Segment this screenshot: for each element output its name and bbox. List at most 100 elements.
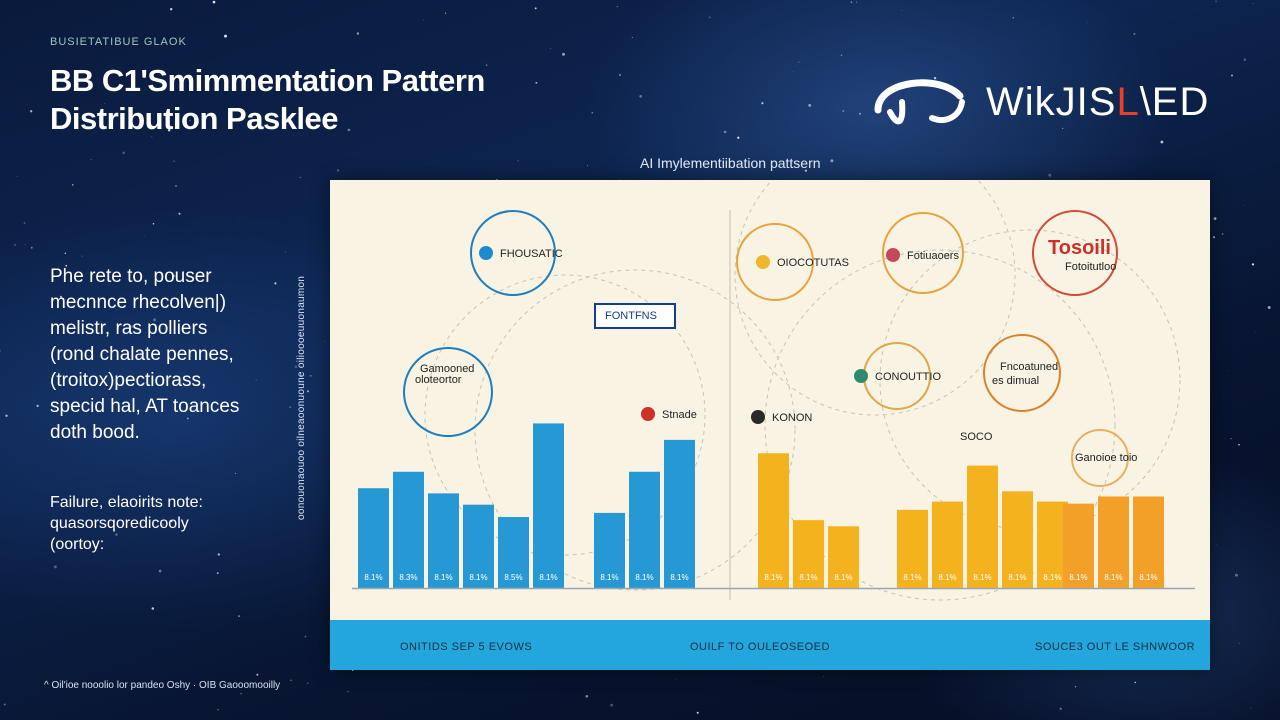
- star: [24, 244, 26, 246]
- annotation-logo-icon: [479, 246, 493, 260]
- star: [830, 159, 834, 163]
- star: [797, 61, 800, 63]
- star: [610, 703, 614, 707]
- star: [304, 635, 307, 638]
- star: [485, 64, 488, 66]
- star: [842, 109, 845, 113]
- star: [901, 10, 903, 11]
- star: [289, 406, 292, 409]
- sidebar-line: (troitox)pectiorass,: [50, 370, 207, 391]
- bar: [664, 439, 695, 588]
- annotation-label: Fotoitutloo: [1065, 261, 1116, 273]
- bar-value-label: 8.1%: [434, 573, 452, 582]
- star: [299, 176, 301, 179]
- star: [13, 243, 17, 247]
- bar-value-label: 8.1%: [1043, 573, 1061, 582]
- sidebar-note-line: (oortoy:: [50, 536, 105, 553]
- star: [161, 523, 165, 526]
- star: [64, 252, 66, 254]
- bar: [393, 471, 424, 588]
- star: [667, 160, 668, 162]
- bar-value-label: 8.1%: [1069, 573, 1087, 582]
- star: [1133, 32, 1136, 35]
- star: [173, 160, 175, 162]
- star: [36, 404, 39, 408]
- star: [639, 94, 643, 98]
- star: [53, 565, 57, 569]
- star: [115, 533, 118, 536]
- star: [534, 7, 537, 10]
- star: [172, 274, 176, 278]
- star: [823, 675, 824, 677]
- bar: [932, 501, 963, 588]
- bottom-label: OUILF TO OULEOSEOED: [690, 641, 830, 653]
- star: [0, 350, 1, 352]
- star: [856, 1, 857, 3]
- star: [65, 264, 68, 267]
- decor-ring: [474, 269, 796, 591]
- logo-text-accent: L: [1116, 80, 1140, 124]
- star: [151, 607, 155, 610]
- header-kicker: BUSIETATIBUE GLAOK: [50, 36, 187, 48]
- bar: [793, 520, 824, 588]
- decor-ring: [424, 274, 706, 556]
- page-title: BB C1'Smimmentation Pattern Distribution…: [50, 62, 485, 138]
- star: [792, 71, 794, 72]
- bar-value-label: 8.1%: [635, 573, 653, 582]
- star: [356, 32, 360, 35]
- star: [1221, 233, 1224, 235]
- star: [1230, 437, 1232, 440]
- sidebar-line: Phe rete to, pouser: [50, 266, 212, 287]
- star: [422, 19, 424, 21]
- sidebar-note-line: Failure, elaoirits note:: [50, 494, 203, 511]
- star: [1213, 217, 1217, 220]
- annotation-label: Ganoioe toio: [1075, 452, 1137, 464]
- annotation-ring: [1032, 210, 1118, 296]
- star: [840, 54, 843, 56]
- bar: [1063, 503, 1094, 588]
- star: [90, 159, 92, 161]
- sidebar-line: specid hal, AT toances: [50, 396, 240, 417]
- annotation-label: FONTFNS: [605, 310, 657, 322]
- bar: [533, 423, 564, 588]
- bar-value-label: 8.1%: [1008, 573, 1026, 582]
- star: [1215, 544, 1217, 545]
- bar-value-label: 8.1%: [764, 573, 782, 582]
- annotation-label: Gamooned: [420, 363, 474, 375]
- star: [189, 119, 191, 122]
- bottom-band: [330, 620, 1210, 670]
- star: [167, 129, 171, 132]
- bar: [629, 471, 660, 588]
- bar: [498, 517, 529, 588]
- star: [170, 8, 173, 11]
- sidebar-line: melistr, ras polliers: [50, 318, 208, 339]
- star: [675, 678, 677, 680]
- star: [1074, 686, 1077, 688]
- star: [234, 472, 236, 474]
- star: [170, 520, 173, 523]
- sidebar-paragraph: Phe rete to, pouser mecnnce rhecolven|) …: [50, 264, 300, 446]
- logo-text-main: WikJIS: [986, 80, 1117, 124]
- bar-value-label: 8.1%: [834, 573, 852, 582]
- star: [445, 12, 447, 14]
- star: [933, 76, 937, 80]
- star: [1244, 205, 1245, 206]
- star: [616, 6, 618, 8]
- star: [153, 318, 157, 322]
- star: [347, 690, 349, 693]
- star: [136, 356, 138, 359]
- star: [619, 74, 621, 76]
- vertical-caption: oonouonaouoo oilneaoonuoune oilioooeuuon…: [296, 275, 307, 520]
- star: [587, 165, 588, 167]
- decor-ring: [734, 180, 1016, 416]
- bar: [758, 453, 789, 588]
- bar-value-label: 8.5%: [504, 573, 522, 582]
- star: [238, 615, 240, 617]
- star: [307, 682, 309, 684]
- star: [631, 36, 633, 39]
- star: [130, 325, 134, 328]
- star: [737, 136, 740, 139]
- footer-caption: ^ Oil'ioe nooolio lor pandeo Oshy · OIB …: [44, 680, 281, 691]
- bar: [594, 512, 625, 588]
- star: [1238, 443, 1240, 446]
